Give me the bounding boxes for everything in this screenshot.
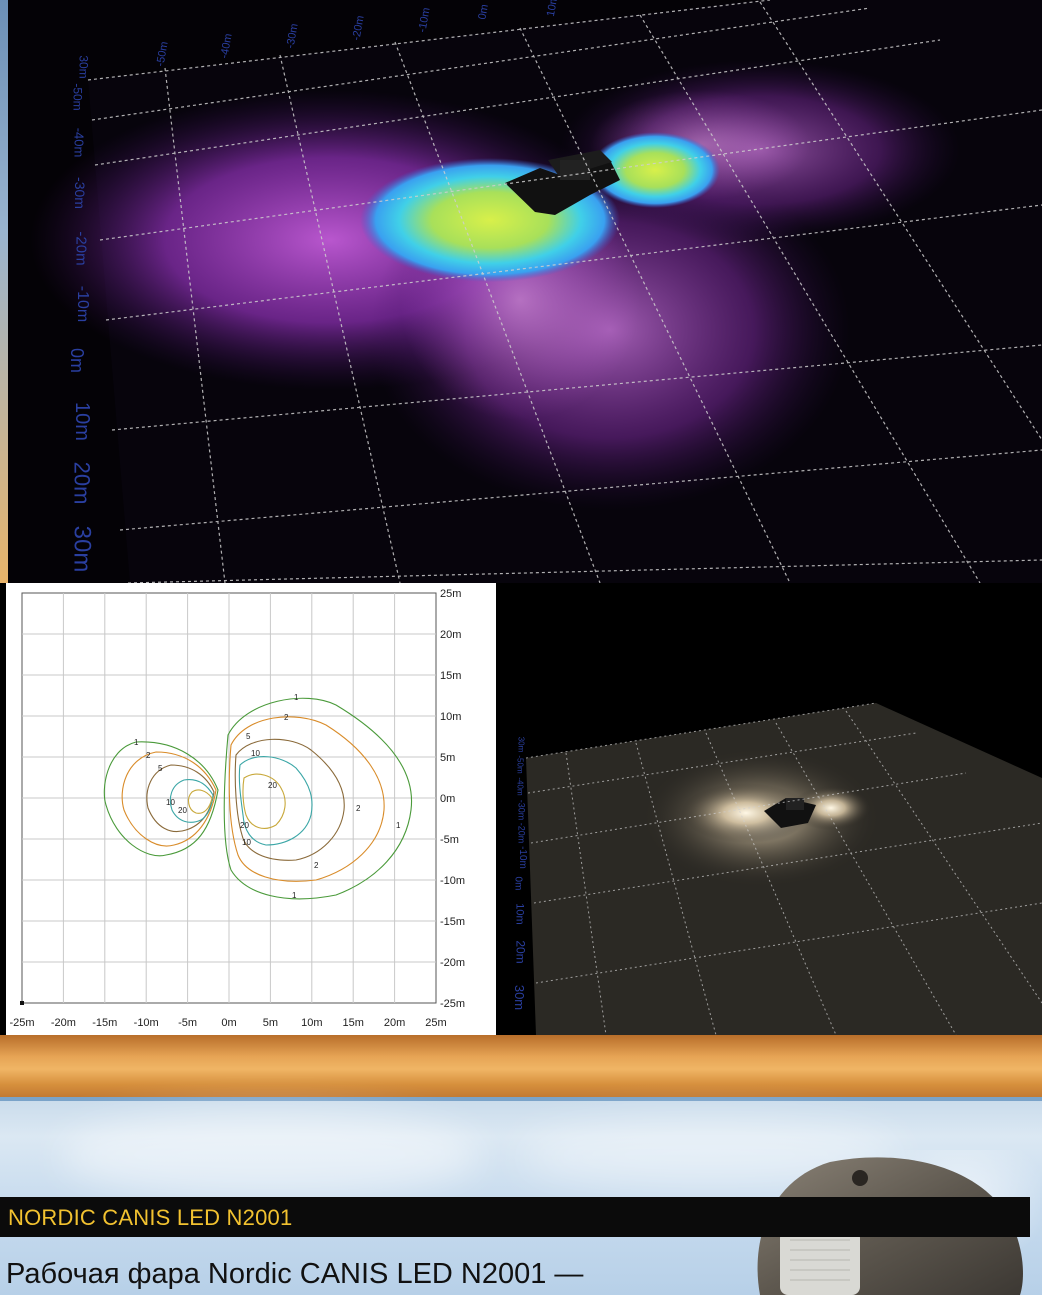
y-tick-label: 0m — [440, 793, 455, 805]
y-label: -20m — [516, 822, 527, 844]
contour-label: 1 — [294, 693, 299, 702]
y-label: -30m — [516, 799, 527, 821]
contour-label: 10 — [242, 838, 251, 847]
contour-label: 20 — [178, 806, 187, 815]
x-label: -20m — [350, 14, 367, 42]
contour-level-10-left — [169, 779, 214, 823]
y-tick-label: 15m — [440, 670, 461, 682]
x-label: 10m — [544, 0, 561, 18]
y-tick-label: -10m — [440, 875, 465, 887]
contour-label: 2 — [146, 751, 151, 760]
sky-divider-line — [0, 1097, 1042, 1101]
y-label: -30m — [71, 177, 88, 209]
x-tick-label: 5m — [263, 1017, 278, 1029]
small-3d-light-distribution — [496, 583, 1042, 1035]
contour-label: 5 — [246, 732, 251, 741]
contour-level-5-right — [234, 738, 345, 861]
contour-label: 2 — [284, 713, 289, 722]
y-tick-label: 20m — [440, 629, 461, 641]
contour-lines — [103, 697, 413, 900]
contour-level-20-right — [242, 773, 286, 829]
top-x-axis-labels: -50m -40m -30m -20m -10m 0m 10m — [150, 0, 570, 67]
y-label: -50m — [515, 755, 525, 774]
contour-labels: 1 2 5 10 20 1 2 5 10 20 20 10 2 1 2 1 — [134, 693, 401, 900]
y-label: 0m — [512, 876, 524, 891]
product-title: NORDIC CANIS LED N2001 — [8, 1205, 293, 1230]
decorative-orange-band — [0, 1035, 1042, 1097]
origin-marker — [20, 1001, 24, 1005]
y-label: 30m — [512, 984, 528, 1011]
contour-label: 2 — [314, 861, 319, 870]
x-tick-label: 0m — [221, 1017, 236, 1029]
y-label: 10m — [70, 402, 93, 441]
y-tick-label: -15m — [440, 916, 465, 928]
y-label: 20m — [69, 461, 95, 505]
contour-label: 20 — [240, 821, 249, 830]
contour-level-20-left — [187, 789, 213, 814]
y-label: 0m — [67, 347, 88, 374]
top-3d-light-distribution — [0, 0, 1042, 583]
x-tick-label: -5m — [178, 1017, 197, 1029]
contour-level-2-right — [228, 716, 385, 882]
x-tick-label: -15m — [92, 1017, 117, 1029]
y-label: -20m — [72, 231, 90, 266]
contour-label: 1 — [396, 821, 401, 830]
plot-tick-labels: -25m -20m -15m -10m -5m 0m 5m 10m 15m 20m 25m25m20… — [9, 588, 465, 1029]
y-label: -40m — [515, 777, 525, 796]
y-tick-label: 5m — [440, 752, 455, 764]
y-label: -40m — [71, 127, 87, 158]
x-tick-label: 20m — [384, 1017, 405, 1029]
small-vehicle-silhouette — [764, 798, 816, 828]
product-title-bar — [0, 1197, 1030, 1237]
y-label: 30m — [76, 55, 91, 79]
y-label: -10m — [74, 285, 92, 323]
contour-level-2-left — [121, 751, 217, 847]
y-label: -10m — [516, 846, 528, 869]
x-tick-label: 15m — [342, 1017, 363, 1029]
small-y-axis-labels: 30m -50m -40m -30m -20m -10m 0m 10m 20m … — [505, 736, 545, 1030]
y-label: 30m — [516, 736, 526, 753]
contour-level-1-left — [103, 741, 219, 857]
contour-level-5-left — [146, 764, 215, 833]
y-tick-label: 25m — [440, 588, 461, 600]
y-tick-label: -25m — [440, 998, 465, 1010]
contour-label: 10 — [166, 798, 175, 807]
contour-label: 20 — [268, 781, 277, 790]
contour-label: 2 — [356, 804, 361, 813]
y-tick-label: -20m — [440, 957, 465, 969]
contour-label: 10 — [251, 749, 260, 758]
x-tick-label: -20m — [51, 1017, 76, 1029]
isolux-contour-plot: -25m -20m -15m -10m -5m 0m 5m 10m 15m 20m 25m25m20… — [6, 583, 496, 1035]
y-tick-label: 10m — [440, 711, 461, 723]
contour-label: 1 — [134, 738, 139, 747]
contour-level-10-right — [238, 756, 313, 846]
contour-level-1-right — [223, 697, 413, 900]
y-label: 20m — [513, 940, 528, 964]
contour-label: 1 — [292, 891, 297, 900]
x-tick-label: 10m — [301, 1017, 322, 1029]
x-label: -30m — [284, 22, 301, 50]
left-edge-gradient — [0, 0, 8, 583]
y-label: 10m — [513, 903, 526, 925]
x-label: -40m — [218, 32, 235, 60]
y-label: 30m — [68, 525, 96, 573]
contour-label: 5 — [158, 764, 163, 773]
x-label: 0m — [476, 3, 491, 21]
cloud-decoration — [60, 1110, 480, 1200]
x-label: -10m — [416, 6, 433, 34]
x-tick-label: 25m — [425, 1017, 446, 1029]
y-tick-label: -5m — [440, 834, 459, 846]
product-description: Рабочая фара Nordic CANIS LED N2001 — — [6, 1258, 584, 1290]
y-label: -50m — [70, 83, 85, 111]
top-y-axis-labels: 30m -50m -40m -30m -20m -10m 0m 10m 20m … — [50, 40, 110, 580]
x-tick-label: -10m — [134, 1017, 159, 1029]
x-tick-label: -25m — [9, 1017, 34, 1029]
